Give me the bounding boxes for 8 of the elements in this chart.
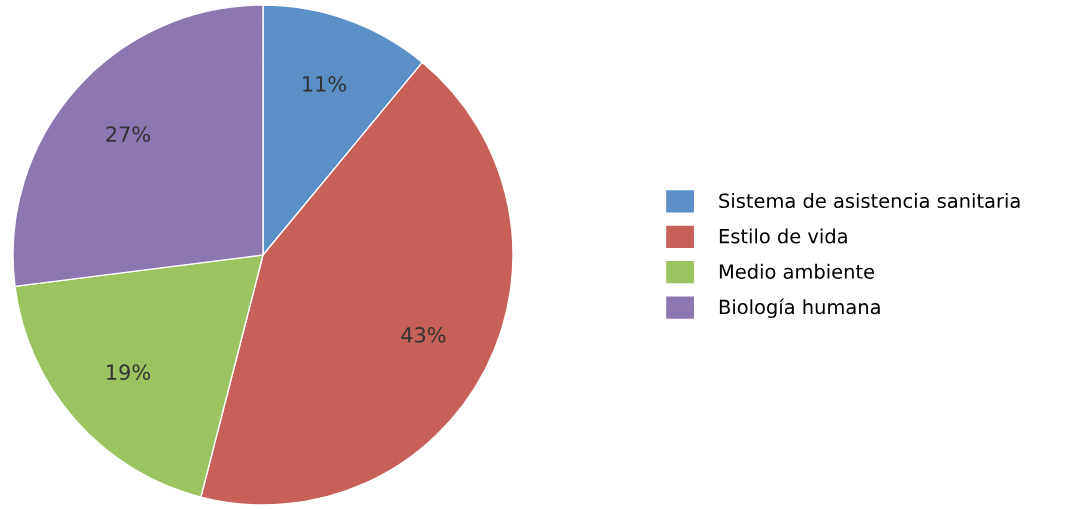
legend-label: Sistema de asistencia sanitaria — [719, 193, 1020, 209]
legend-label: Medio ambiente — [719, 263, 874, 279]
legend-label: Biología humana — [719, 298, 880, 319]
data-label: 11% — [303, 75, 346, 92]
data-label: 43% — [401, 327, 446, 343]
data-label: 27% — [106, 126, 150, 143]
data-label: 19% — [107, 364, 150, 381]
legend-label: Estilo de vida — [719, 228, 847, 244]
